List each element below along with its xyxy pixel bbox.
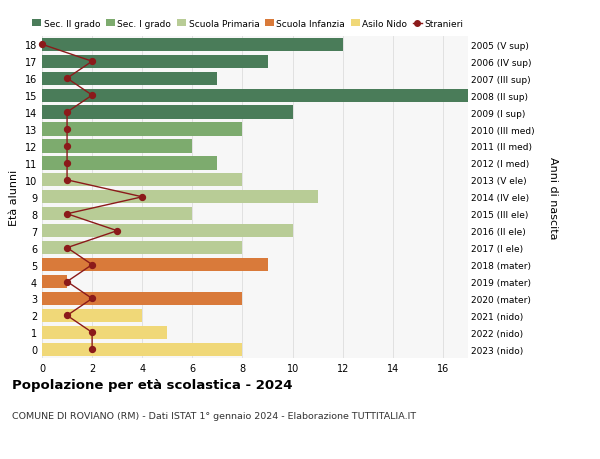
Bar: [42, 207, 193, 221]
Bar: [42, 292, 242, 305]
Point: [112, 228, 122, 235]
Point: [62, 177, 72, 184]
Point: [137, 194, 147, 201]
Point: [62, 312, 72, 319]
Point: [62, 245, 72, 252]
Bar: [42, 309, 142, 322]
Point: [62, 75, 72, 83]
Point: [62, 278, 72, 285]
Point: [88, 295, 97, 302]
Bar: [42, 73, 217, 85]
Point: [62, 143, 72, 150]
Point: [62, 160, 72, 167]
Y-axis label: Età alunni: Età alunni: [9, 169, 19, 225]
Bar: [42, 39, 343, 52]
Bar: [42, 224, 293, 238]
Point: [88, 58, 97, 66]
Point: [88, 329, 97, 336]
Point: [62, 109, 72, 117]
Point: [88, 261, 97, 269]
Bar: [42, 258, 268, 272]
Bar: [42, 174, 242, 187]
Point: [62, 126, 72, 134]
Point: [88, 92, 97, 100]
Bar: [42, 157, 217, 170]
Y-axis label: Anni di nascita: Anni di nascita: [548, 156, 558, 239]
Bar: [42, 191, 317, 204]
Bar: [42, 140, 193, 153]
Point: [88, 346, 97, 353]
Point: [62, 211, 72, 218]
Point: [37, 41, 47, 49]
Bar: [42, 56, 268, 69]
Legend: Sec. II grado, Sec. I grado, Scuola Primaria, Scuola Infanzia, Asilo Nido, Stran: Sec. II grado, Sec. I grado, Scuola Prim…: [32, 20, 463, 29]
Text: COMUNE DI ROVIANO (RM) - Dati ISTAT 1° gennaio 2024 - Elaborazione TUTTITALIA.IT: COMUNE DI ROVIANO (RM) - Dati ISTAT 1° g…: [12, 411, 416, 420]
Bar: [42, 106, 293, 119]
Bar: [42, 123, 242, 136]
Bar: [42, 275, 67, 289]
Bar: [42, 326, 167, 339]
Bar: [42, 90, 468, 102]
Bar: [42, 343, 242, 356]
Text: Popolazione per età scolastica - 2024: Popolazione per età scolastica - 2024: [12, 379, 293, 392]
Bar: [42, 241, 242, 255]
